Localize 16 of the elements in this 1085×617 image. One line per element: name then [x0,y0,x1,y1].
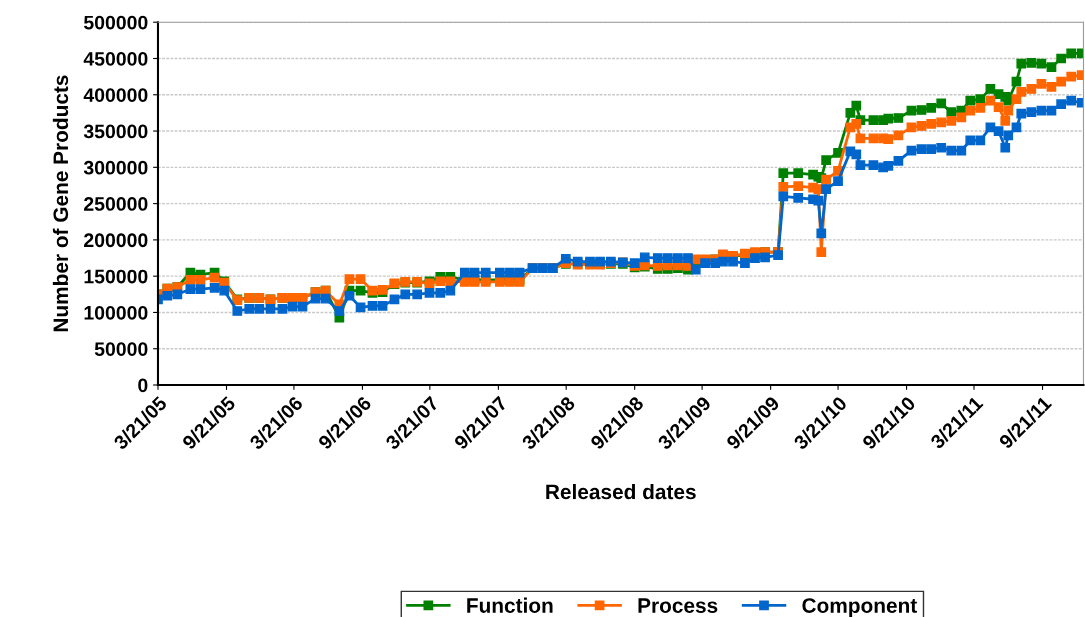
legend-label: Component [802,598,917,617]
y-tick-label: 150000 [84,269,148,284]
legend-label: Process [638,598,718,613]
y-tick-label: 400000 [83,88,148,103]
legend-label: Function [467,597,553,613]
y-tick-label: 350000 [83,124,148,139]
y-tick-label: 50000 [94,342,148,356]
y-tick-label: 500000 [83,15,148,30]
y-axis-title: Number of Gene Products [52,75,69,332]
y-tick-label: 200000 [84,233,148,248]
y-tick-label: 450000 [83,51,148,66]
y-tick-label: 300000 [83,160,148,175]
y-tick-label: 0 [138,378,148,393]
x-axis-title: Released dates [546,483,696,500]
y-tick-label: 250000 [84,197,148,211]
y-tick-label: 100000 [84,305,148,320]
